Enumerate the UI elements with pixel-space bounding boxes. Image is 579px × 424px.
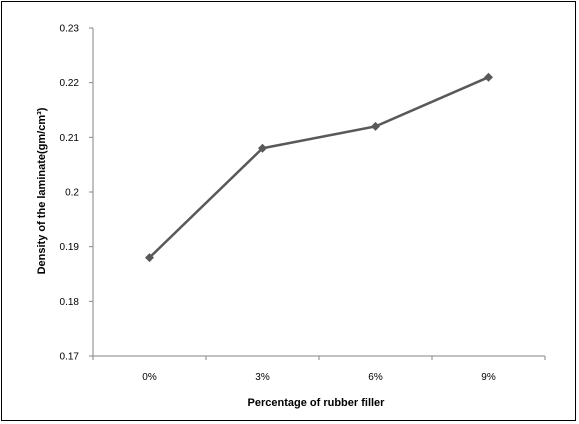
- y-tick-label: 0.18: [60, 297, 80, 308]
- x-axis-title: Percentage of rubber filler: [248, 397, 386, 409]
- series-line: [148, 76, 489, 259]
- y-tick-label: 0.2: [65, 188, 79, 199]
- data-point-marker: [484, 72, 493, 82]
- x-tick-label: 9%: [481, 372, 496, 383]
- data-point-marker: [371, 121, 380, 131]
- x-tick-label: 6%: [368, 372, 383, 383]
- axes: [89, 27, 546, 360]
- data-point-marker: [258, 143, 267, 153]
- y-tick-labels: 0.17 0.18 0.19 0.2 0.21 0.22 0.23: [60, 24, 80, 363]
- data-point-marker: [145, 253, 154, 263]
- y-tick-label: 0.19: [60, 242, 80, 253]
- y-tick-label: 0.22: [60, 78, 80, 89]
- series-group: [145, 72, 493, 263]
- x-tick-label: 0%: [142, 372, 157, 383]
- y-tick-label: 0.17: [60, 352, 80, 363]
- x-tick-label: 3%: [255, 372, 270, 383]
- y-tick-label: 0.23: [60, 24, 80, 35]
- x-tick-labels: 0% 3% 6% 9%: [142, 372, 496, 383]
- y-tick-label: 0.21: [60, 133, 80, 144]
- y-axis-title: Density of the laminate(gm/cm³): [36, 107, 48, 274]
